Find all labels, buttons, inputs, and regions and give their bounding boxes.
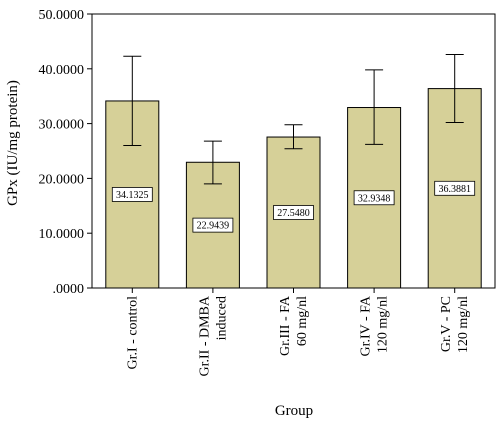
y-axis-ticks: .0000 10.0000 20.0000 30.0000 40.0000 50.0000 — [39, 8, 92, 297]
value-label: 27.5480 — [277, 208, 310, 219]
x-axis-categories: Gr.I - control Gr.II - DMBA induced Gr.III … — [125, 288, 471, 377]
value-label: 32.9348 — [358, 193, 391, 204]
y-tick-label: 20.0000 — [39, 172, 85, 187]
x-category-label: Gr.II - DMBA induced — [197, 295, 229, 376]
x-category-label: Gr.I - control — [125, 296, 140, 370]
x-category-label-line: 60 mg/nl — [295, 296, 310, 346]
bars — [105, 88, 482, 289]
value-labels: 34.1325 22.9439 27.5480 32.9348 36.3881 — [111, 180, 476, 233]
value-label: 36.3881 — [438, 184, 471, 195]
y-tick-label: 10.0000 — [39, 227, 85, 242]
value-label-box — [273, 205, 314, 220]
x-category-label-line: 120 mg/nl — [456, 296, 471, 353]
x-category-label-line: Gr.II - DMBA — [197, 295, 212, 376]
value-label-box — [353, 190, 395, 206]
y-axis-label: GPx (IU/mg protein) — [5, 80, 21, 206]
value-label-box — [434, 180, 476, 196]
x-category-label-line: Gr.V - PC — [439, 296, 454, 352]
x-category-label: Gr.IV - FA 120 mg/nl — [359, 295, 391, 356]
x-category-label-line: induced — [214, 296, 229, 340]
y-tick-label: 30.0000 — [39, 118, 85, 133]
y-tick-label: .0000 — [53, 282, 85, 297]
x-category-label-line: Gr.I - control — [125, 296, 140, 370]
y-tick-label: 40.0000 — [39, 63, 85, 78]
value-label-box — [192, 217, 234, 233]
value-label: 34.1325 — [116, 190, 149, 201]
x-axis-label: Group — [275, 403, 313, 419]
value-label: 22.9439 — [197, 221, 230, 232]
error-bars — [123, 54, 464, 185]
x-category-label-line: Gr.IV - FA — [359, 295, 374, 356]
x-category-label: Gr.V - PC 120 mg/nl — [439, 296, 471, 353]
x-category-label-line: 120 mg/nl — [376, 296, 391, 353]
y-tick-label: 50.0000 — [39, 8, 85, 23]
x-category-label-line: Gr.III - FA — [278, 295, 293, 356]
x-category-label: Gr.III - FA 60 mg/nl — [278, 295, 310, 356]
value-label-box — [111, 187, 153, 202]
